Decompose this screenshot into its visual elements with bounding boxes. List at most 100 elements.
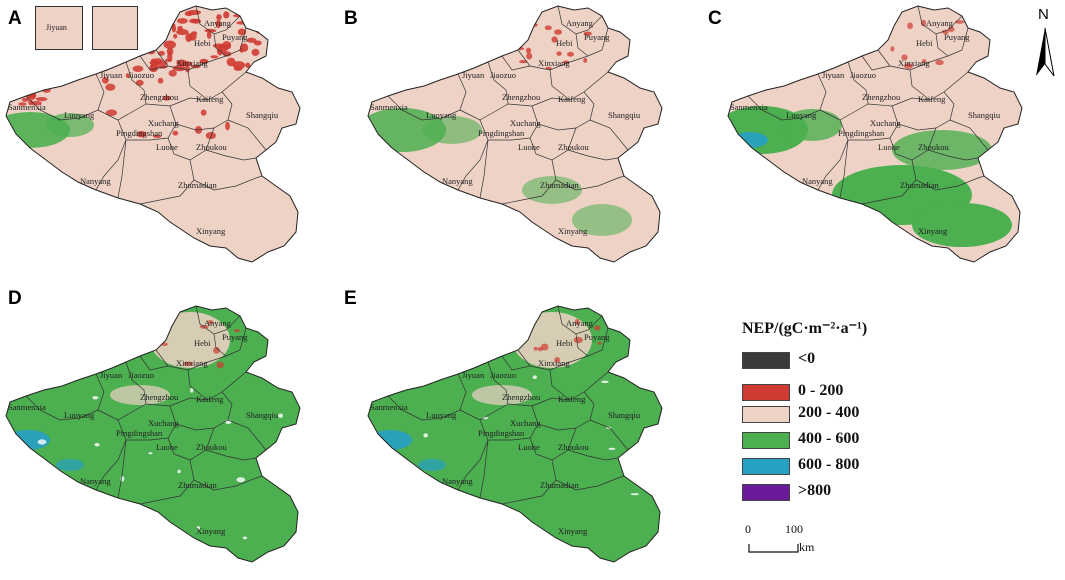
city-boundary bbox=[555, 475, 625, 491]
city-label-pingdingshan: Pingdingshan bbox=[116, 128, 163, 138]
city-label-nanyang: Nanyang bbox=[80, 176, 111, 186]
city-label-jiaozuo: Jiaozuo bbox=[490, 70, 516, 80]
city-label-sanmenxia: Sanmenxia bbox=[8, 102, 46, 112]
city-label-jiaozuo: Jiaozuo bbox=[490, 370, 516, 380]
city-boundary bbox=[387, 73, 467, 121]
north-arrow: N bbox=[1030, 6, 1060, 76]
city-label-hebi: Hebi bbox=[556, 38, 573, 48]
legend-swatch bbox=[742, 432, 790, 449]
province-map bbox=[5, 305, 301, 563]
city-label-zhengzhou: Zhengzhou bbox=[502, 92, 541, 102]
province-map bbox=[727, 5, 1023, 263]
city-boundary bbox=[867, 71, 969, 107]
city-boundary bbox=[457, 109, 489, 191]
legend-label: >800 bbox=[798, 482, 832, 499]
city-boundary bbox=[205, 449, 257, 461]
city-label-nanyang: Nanyang bbox=[80, 476, 111, 486]
city-label-hebi: Hebi bbox=[194, 38, 211, 48]
city-boundary bbox=[501, 355, 531, 371]
city-label-anyang: Anyang bbox=[566, 318, 593, 328]
legend-swatch bbox=[742, 458, 790, 475]
city-label-puyang: Puyang bbox=[222, 32, 248, 42]
city-boundary bbox=[839, 61, 869, 121]
inset-zoom-jiyuan: Jiyuan bbox=[35, 6, 83, 50]
city-label-xinyang: Xinyang bbox=[558, 226, 588, 236]
city-label-xuchang: Xuchang bbox=[148, 118, 179, 128]
city-label-kaifeng: Kaifeng bbox=[918, 94, 946, 104]
city-label-luoyang: Luoyang bbox=[426, 410, 457, 420]
city-label-luoyang: Luoyang bbox=[64, 110, 95, 120]
legend: NEP/(gC·m⁻²·a⁻¹) <0 0 - 200 200 - 400 40… bbox=[742, 318, 942, 501]
legend-swatch bbox=[742, 384, 790, 401]
city-boundary bbox=[145, 71, 247, 107]
city-label-puyang: Puyang bbox=[222, 332, 248, 342]
north-letter: N bbox=[1038, 6, 1049, 23]
scale-bar: 0 100 km bbox=[745, 522, 855, 564]
city-label-xinxiang: Xinxiang bbox=[538, 58, 570, 68]
city-boundary bbox=[25, 73, 105, 121]
legend-swatch bbox=[742, 484, 790, 501]
city-label-jiyuan: Jiyuan bbox=[462, 370, 485, 380]
city-label-nanyang: Nanyang bbox=[442, 476, 473, 486]
city-boundary bbox=[915, 175, 985, 191]
city-boundary bbox=[117, 61, 147, 121]
panel-letter: B bbox=[344, 8, 358, 29]
city-label-zhumadian: Zhumadian bbox=[900, 180, 939, 190]
city-label-sanmenxia: Sanmenxia bbox=[370, 402, 408, 412]
city-label-luoyang: Luoyang bbox=[786, 110, 817, 120]
inset-label: Jiyuan bbox=[46, 23, 67, 32]
scale-start-label: 0 bbox=[745, 522, 751, 536]
city-label-luohe: Luohe bbox=[878, 142, 900, 152]
city-label-zhoukou: Zhoukou bbox=[196, 442, 227, 452]
province-outline bbox=[5, 5, 301, 263]
inset-zoom-secondary bbox=[92, 6, 138, 50]
city-label-zhengzhou: Zhengzhou bbox=[862, 92, 901, 102]
scale-bar-line bbox=[748, 544, 799, 553]
legend-label: 0 - 200 bbox=[798, 382, 844, 399]
city-boundary bbox=[479, 61, 509, 121]
legend-label: 600 - 800 bbox=[798, 456, 860, 473]
city-boundary bbox=[501, 459, 557, 505]
city-label-xuchang: Xuchang bbox=[510, 418, 541, 428]
panel-letter: D bbox=[8, 288, 22, 309]
province-fill bbox=[368, 6, 662, 262]
city-label-hebi: Hebi bbox=[556, 338, 573, 348]
city-boundary bbox=[575, 333, 589, 357]
city-boundary bbox=[909, 69, 931, 101]
city-boundary bbox=[567, 149, 619, 161]
panel-letter: A bbox=[8, 8, 22, 29]
province-fill bbox=[6, 306, 300, 562]
city-label-kaifeng: Kaifeng bbox=[196, 94, 224, 104]
city-boundary bbox=[227, 419, 267, 451]
legend-swatch bbox=[742, 352, 790, 369]
city-boundary bbox=[479, 361, 509, 421]
city-label-luohe: Luohe bbox=[518, 142, 540, 152]
city-boundary bbox=[193, 475, 263, 491]
city-label-pingdingshan: Pingdingshan bbox=[478, 428, 525, 438]
city-boundary bbox=[205, 149, 257, 161]
north-arrow-icon bbox=[1036, 27, 1055, 76]
city-label-zhoukou: Zhoukou bbox=[196, 142, 227, 152]
city-boundary bbox=[145, 371, 247, 407]
city-label-zhoukou: Zhoukou bbox=[918, 142, 949, 152]
city-boundary bbox=[507, 371, 609, 407]
city-label-anyang: Anyang bbox=[566, 18, 593, 28]
city-label-zhumadian: Zhumadian bbox=[178, 180, 217, 190]
city-label-luohe: Luohe bbox=[156, 142, 178, 152]
province-outline bbox=[727, 5, 1023, 263]
city-label-nanyang: Nanyang bbox=[802, 176, 833, 186]
province-fill bbox=[6, 6, 300, 262]
map-panel-c: C Anyang Puyang Hebi Xinxiang Jiaozuo Jiyuan S… bbox=[708, 0, 1023, 270]
city-boundary bbox=[567, 449, 619, 461]
legend-label: <0 bbox=[798, 350, 816, 367]
city-boundary bbox=[117, 439, 127, 499]
city-label-pingdingshan: Pingdingshan bbox=[838, 128, 885, 138]
city-label-zhumadian: Zhumadian bbox=[540, 480, 579, 490]
city-label-zhengzhou: Zhengzhou bbox=[502, 392, 541, 402]
province-map bbox=[5, 5, 301, 263]
city-boundary bbox=[213, 333, 227, 357]
province-outline bbox=[367, 5, 663, 263]
city-boundary bbox=[861, 159, 917, 205]
city-label-kaifeng: Kaifeng bbox=[558, 94, 586, 104]
scale-end-label: 100 bbox=[785, 522, 803, 536]
